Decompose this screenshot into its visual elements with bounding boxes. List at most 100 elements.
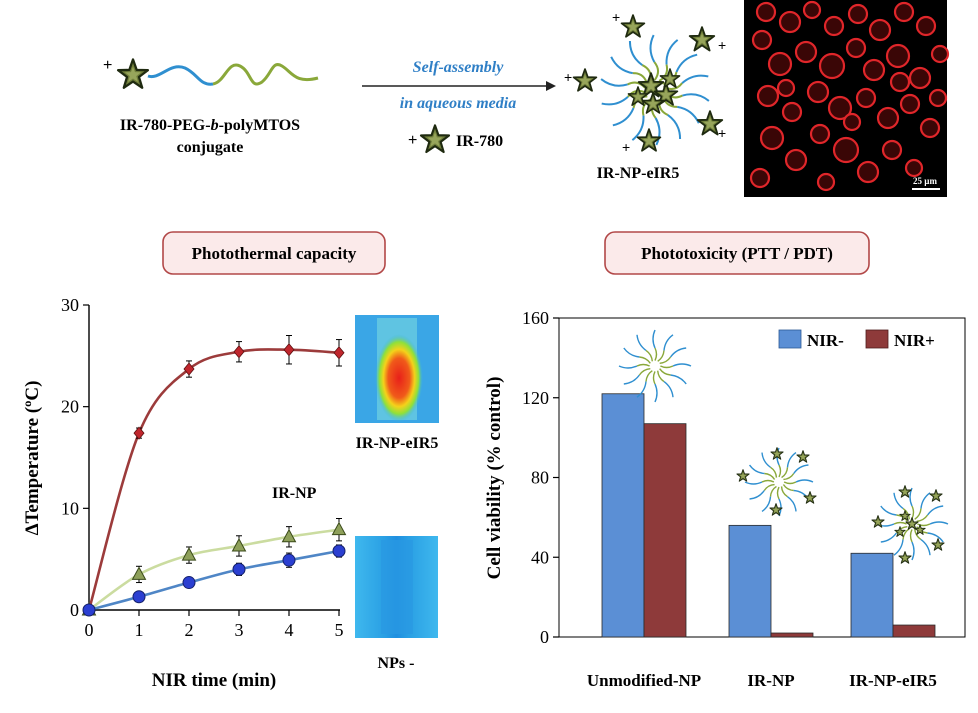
cell-membrane <box>868 18 892 42</box>
micelle-peg-chain <box>682 93 710 102</box>
cell-membrane <box>856 160 880 184</box>
np-peg-chain <box>748 464 765 475</box>
x-axis-label: NIR time (min) <box>152 670 277 691</box>
line-chart-ticks: 0 10 20 30 0 1 2 3 4 5 <box>61 295 344 640</box>
np-core-chain <box>659 368 671 376</box>
np-core-chain <box>639 356 651 364</box>
np-core-chain <box>638 368 651 376</box>
x-tick-label: 0 <box>85 620 94 640</box>
data-point <box>181 547 197 561</box>
cell-membrane <box>930 44 950 64</box>
plus-sign: + <box>408 132 417 149</box>
np-core-chain <box>660 365 674 369</box>
cell-membrane <box>862 58 886 82</box>
np-core-chain <box>763 483 775 491</box>
np-peg-chain <box>911 541 915 561</box>
cell-membrane <box>784 148 808 172</box>
thermal-image-hot-label: IR-NP-eIR5 <box>356 435 439 452</box>
np-peg-chain <box>749 490 765 500</box>
np-core-chain <box>914 528 922 541</box>
micelle-peg-chain <box>612 107 635 127</box>
y-tick-label: 120 <box>522 388 549 408</box>
data-point <box>182 576 196 590</box>
bar-nir- <box>770 632 814 638</box>
data-point <box>133 426 145 440</box>
free-dye-label: IR-780 <box>456 133 503 150</box>
section-title-left: Photothermal capacity <box>162 231 386 275</box>
y-tick-label: 10 <box>61 498 79 518</box>
cell-membrane <box>781 101 803 123</box>
np-peg-chain <box>618 365 638 369</box>
np-core-chain <box>770 466 778 478</box>
cell-membrane <box>749 167 771 189</box>
cell-membrane <box>823 15 845 37</box>
bar-nir- <box>643 423 687 638</box>
y-tick-label: 0 <box>70 600 79 620</box>
section-title: Phototoxicity (PTT / PDT) <box>641 244 833 263</box>
conjugate-label: IR-780-PEG-b-polyMTOS <box>120 117 300 134</box>
cell-membrane <box>876 106 900 130</box>
cell-membrane <box>778 10 802 34</box>
cell-membrane <box>818 52 846 80</box>
section-title-right: Phototoxicity (PTT / PDT) <box>604 231 870 275</box>
self-assembly-arrow: Self-assembly in aqueous media + IR-780 <box>362 59 556 154</box>
micelle-core-chain <box>658 64 669 82</box>
cell-membrane <box>816 172 836 192</box>
data-point <box>82 603 96 617</box>
photothermal-chart: 0 10 20 30 0 1 2 3 4 5 NIR time (min) ΔTemperatur… <box>22 295 439 691</box>
np-core-chain <box>778 464 782 478</box>
cell-membrane <box>889 71 911 93</box>
np-core-chain <box>781 467 789 479</box>
plus-sign: + <box>564 69 572 85</box>
x-tick-label: 3 <box>235 620 244 640</box>
bar-chart-bars <box>601 393 936 638</box>
section-title: Photothermal capacity <box>192 244 357 263</box>
micelle-peg-chain <box>600 78 628 87</box>
series-line-ir-np-eir5 <box>87 348 340 611</box>
line-chart-series <box>81 335 347 617</box>
category-label: Unmodified-NP <box>587 671 701 690</box>
legend: NIR- NIR+ <box>778 329 935 350</box>
category-label: IR-NP-eIR5 <box>849 671 937 690</box>
np-peg-chain <box>670 374 687 385</box>
np-peg-chain <box>927 532 944 543</box>
confocal-micrograph: 25 µm <box>744 0 950 197</box>
peg-chain <box>147 65 214 86</box>
np-core-chain <box>911 505 915 519</box>
surface-star-icon <box>688 26 716 52</box>
np-star-icon <box>929 489 943 502</box>
micrograph-cells <box>749 0 950 192</box>
data-point <box>233 345 245 359</box>
micelle-peg-chain <box>675 53 698 73</box>
np-core-chain <box>764 472 776 480</box>
plus-sign: + <box>612 9 620 25</box>
surface-star-icon <box>572 68 598 92</box>
section-box <box>604 231 870 275</box>
bar-nir- <box>892 624 936 638</box>
polymtos-chain <box>212 63 319 86</box>
np-peg-chain <box>880 505 897 516</box>
np-peg-chain <box>787 496 797 512</box>
np-peg-chain <box>795 479 814 483</box>
legend-swatch <box>778 329 802 349</box>
plus-sign: + <box>622 139 630 155</box>
cell-membrane <box>855 87 877 109</box>
cell-membrane <box>809 123 831 145</box>
np-core-chain <box>902 507 910 520</box>
cell-membrane <box>756 84 780 108</box>
np-peg-chain <box>672 363 692 367</box>
x-tick-label: 2 <box>185 620 194 640</box>
micelle-peg-chain <box>654 117 661 146</box>
data-point <box>232 562 246 576</box>
cell-membrane <box>919 117 941 139</box>
np-peg-chain <box>670 347 687 358</box>
micelle-peg-chain <box>649 34 656 63</box>
section-box <box>162 231 386 275</box>
cell-membrane <box>842 112 862 132</box>
cell-membrane <box>767 51 793 77</box>
category-label: IR-NP <box>747 671 794 690</box>
np-peg-chain <box>654 383 658 403</box>
np-core-chain <box>645 370 653 382</box>
bar-nir- <box>728 524 772 638</box>
